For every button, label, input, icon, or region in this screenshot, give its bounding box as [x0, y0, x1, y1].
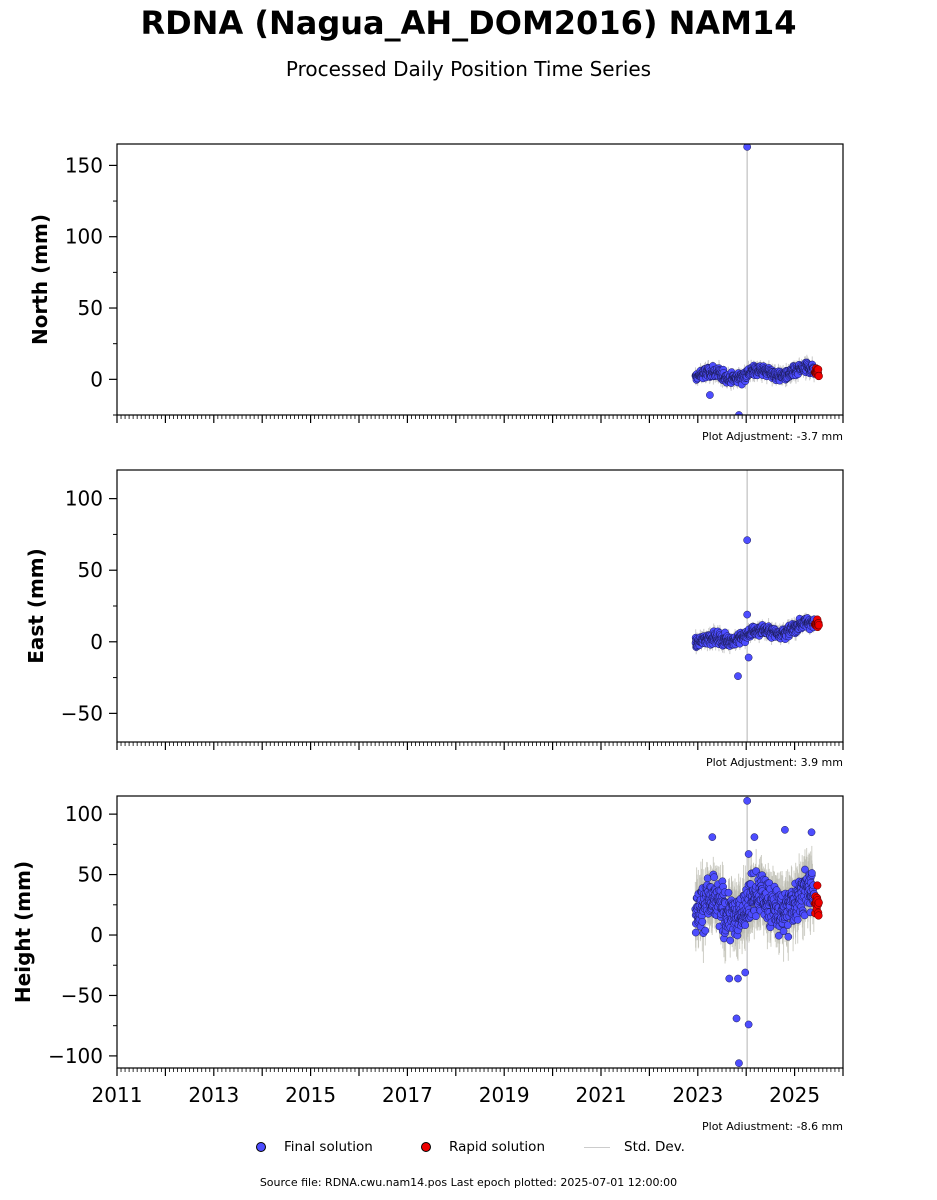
- plot-area: [691, 470, 823, 742]
- y-axis-label: East (mm): [24, 548, 48, 664]
- final-solution-point: [743, 796, 752, 805]
- final-solution-point: [734, 672, 742, 680]
- x-tick-label: 2019: [479, 1083, 530, 1107]
- final-solution-point: [801, 865, 809, 874]
- final-solution-point: [734, 974, 742, 983]
- legend-rapid-label: Rapid solution: [449, 1139, 545, 1155]
- final-solution-point: [744, 1020, 753, 1029]
- final-solution-point: [701, 926, 710, 935]
- rapid-solution-point: [814, 898, 823, 907]
- legend-item-rapid: Rapid solution: [421, 1136, 545, 1158]
- final-solution-point: [752, 912, 760, 921]
- x-tick-label: 2025: [769, 1083, 820, 1107]
- y-tick-label: −50: [61, 701, 103, 725]
- legend-item-final: Final solution: [256, 1136, 373, 1158]
- final-solution-point: [735, 1059, 743, 1068]
- y-tick-label: 100: [65, 802, 103, 826]
- y-axis-label: Height (mm): [11, 861, 35, 1003]
- final-solution-marker-icon: [256, 1142, 266, 1152]
- final-solution-point: [743, 610, 752, 619]
- y-tick-label: 100: [65, 225, 103, 249]
- final-solution-point: [710, 873, 719, 882]
- final-solution-point: [793, 916, 802, 924]
- y-tick-label: −100: [48, 1044, 103, 1068]
- final-solution-point: [774, 931, 783, 940]
- x-tick-label: 2023: [672, 1083, 723, 1107]
- y-tick-label: 50: [78, 296, 103, 320]
- plot-adjustment-note: Plot Adjustment: -3.7 mm: [702, 430, 843, 443]
- final-solution-point: [744, 653, 753, 662]
- y-tick-label: 0: [90, 923, 103, 947]
- y-tick-label: 100: [65, 487, 103, 511]
- legend-item-std-dev: Std. Dev.: [584, 1136, 685, 1158]
- final-solution-point: [744, 850, 753, 858]
- y-axis-label: North (mm): [28, 214, 52, 345]
- y-tick-label: −50: [61, 983, 103, 1007]
- chart-title: RDNA (Nagua_AH_DOM2016) NAM14: [140, 4, 797, 42]
- plot-adjustment-note: Plot Adjustment: 3.9 mm: [706, 756, 843, 769]
- x-tick-label: 2013: [188, 1083, 239, 1107]
- chart-subtitle: Processed Daily Position Time Series: [285, 57, 652, 81]
- panel-height: −100 −50 0 50 100 2011 2013 2015 2017 2019 2021 202…: [11, 795, 844, 1130]
- final-solution-point: [698, 917, 707, 926]
- rapid-solution-point: [814, 372, 823, 381]
- x-tick-label: 2017: [382, 1083, 433, 1107]
- final-solution-point: [781, 825, 789, 834]
- legend-std-label: Std. Dev.: [624, 1139, 685, 1155]
- final-solution-point: [725, 974, 734, 983]
- final-solution-point: [741, 921, 750, 929]
- final-solution-point: [726, 936, 735, 945]
- rapid-solution-marker-icon: [421, 1142, 431, 1152]
- source-footer: Source file: RDNA.cwu.nam14.pos Last epo…: [259, 1176, 678, 1189]
- plot-adjustment-note: Plot Adjustment: -8.6 mm: [702, 1120, 843, 1130]
- y-tick-label: 50: [78, 863, 103, 887]
- rapid-solution-point: [814, 911, 823, 920]
- panel-north: 0 50 100 150 North (mm) Plot Adjustment: -3.7…: [28, 143, 844, 443]
- y-tick-label: 150: [65, 153, 103, 177]
- panel-east: −50 0 50 100 East (mm) Plot Adjustment: 3.9 m…: [24, 469, 844, 769]
- final-solution-point: [783, 921, 792, 929]
- final-solution-point: [808, 869, 816, 877]
- y-tick-label: 0: [90, 367, 103, 391]
- time-series-figure: 0 50 100 150 North (mm) Plot Adjustment: -3.7…: [11, 143, 844, 1130]
- std-dev-line-icon: [584, 1146, 610, 1148]
- y-tick-label: 50: [78, 558, 103, 582]
- final-solution-point: [706, 391, 714, 399]
- final-solution-point: [708, 833, 717, 841]
- legend: Final solution Rapid solution Std. Dev.: [250, 1136, 710, 1158]
- final-solution-point: [724, 888, 733, 897]
- final-solution-point: [743, 144, 752, 151]
- legend-final-label: Final solution: [284, 1139, 373, 1155]
- plot-frame: [116, 469, 844, 743]
- x-tick-label: 2015: [285, 1083, 336, 1107]
- final-solution-point: [691, 928, 700, 937]
- final-solution-point: [741, 968, 750, 977]
- final-solution-point: [784, 932, 793, 941]
- x-tick-label: 2011: [92, 1083, 143, 1107]
- plot-area: [691, 144, 823, 415]
- final-solution-point: [779, 927, 788, 936]
- rapid-solution-point: [814, 621, 823, 630]
- final-solution-point: [732, 1014, 741, 1023]
- y-tick-label: 0: [90, 630, 103, 654]
- rapid-solution-point: [813, 881, 822, 890]
- plot-area: [691, 796, 823, 1068]
- final-solution-point: [750, 833, 759, 841]
- final-solution-point: [807, 828, 816, 837]
- final-solution-point: [743, 536, 752, 544]
- x-tick-label: 2021: [576, 1083, 627, 1107]
